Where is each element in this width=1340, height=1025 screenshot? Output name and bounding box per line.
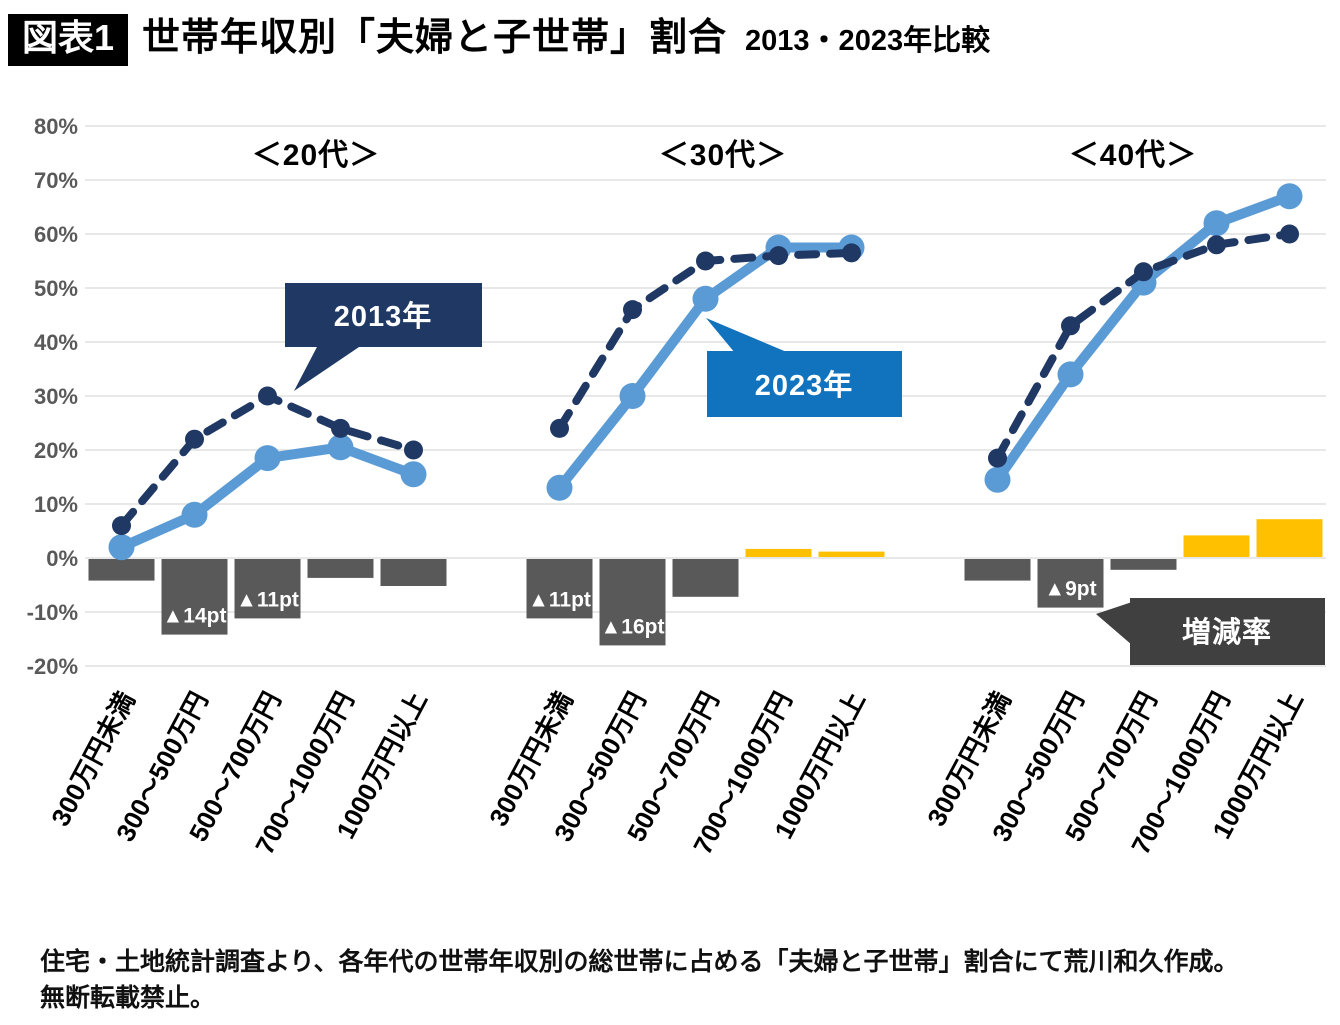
diff-bar-negative [380,559,447,586]
series-2013-line [117,392,418,530]
series-2023-point [546,474,573,501]
diff-legend-box [1130,598,1325,665]
diff-bar-positive [818,551,885,557]
diff-bar-positive [1256,519,1323,557]
series-2023-point [1203,210,1230,237]
diff-bar-negative [1110,559,1177,570]
callout-2013-label: 2013年 [334,299,433,333]
y-axis-tick-label: 0% [46,546,78,571]
figure-number-badge: 図表1 [8,14,129,66]
callout-2023-label: 2023年 [755,368,854,402]
series-2023-point [692,285,719,312]
y-axis-tick-label: -10% [27,600,78,625]
series-2013-line [555,248,856,433]
diff-legend-label: 増減率 [1182,615,1272,649]
y-axis-tick-label: 10% [34,492,78,517]
source-note-line2: 無断転載禁止。 [40,984,216,1013]
callout-2023-box [707,351,902,417]
series-2023-point [1276,183,1303,210]
diff-bar-label: ▲11pt [528,588,591,611]
y-axis-tick-label: -20% [27,654,78,679]
series-2023-point [181,501,208,528]
y-axis-tick-label: 30% [34,384,78,409]
diff-legend-pointer [1096,602,1132,645]
diff-bar-label: ▲9pt [1044,578,1096,601]
y-axis-tick-label: 70% [34,168,78,193]
diff-bar-negative [234,559,301,619]
series-2023-point [400,461,427,488]
diff-bar-label: ▲16pt [601,615,665,638]
y-axis-tick-label: 80% [34,114,78,139]
diff-bar-positive [745,548,812,557]
y-axis-tick-label: 40% [34,330,78,355]
group-title: ＜20代＞ [252,139,380,172]
diff-bar-label: ▲14pt [163,605,227,628]
diff-bar-negative [526,559,593,619]
diff-bar-negative [1037,559,1104,608]
series-2023-point [619,383,646,409]
diff-bar-positive [1183,535,1250,557]
group-title: ＜30代＞ [659,139,787,172]
series-2023-point [254,445,281,472]
callout-2013-box [285,283,482,347]
page-title: 世帯年収別「夫婦と子世帯」割合 [142,17,728,59]
source-note: 住宅・土地統計調査より、各年代の世帯年収別の総世帯に占める「夫婦と子世帯」割合に… [40,944,1320,1017]
series-2023-point [1057,361,1084,388]
series-2023-point [108,534,135,561]
diff-bar-negative [307,559,374,578]
series-2013-line [993,230,1294,463]
diff-bar-negative [161,559,228,635]
header: 図表1 世帯年収別「夫婦と子世帯」割合 2013・2023年比較 [8,6,990,66]
diff-bar-negative [88,559,155,581]
diff-bar-negative [599,559,666,646]
callout-2013-pointer [294,345,362,391]
group-title: ＜40代＞ [1069,139,1197,172]
y-axis-tick-label: 20% [34,438,78,463]
source-note-line1: 住宅・土地統計調査より、各年代の世帯年収別の総世帯に占める「夫婦と子世帯」割合に… [40,948,1239,976]
series-2023-point [984,466,1011,493]
page-subtitle: 2013・2023年比較 [745,25,991,57]
y-axis-tick-label: 60% [34,222,78,247]
diff-bar-label: ▲11pt [236,588,299,611]
diff-bar-negative [672,559,739,597]
diff-bar-negative [964,559,1031,581]
y-axis-tick-label: 50% [34,276,78,301]
callout-2023-pointer [706,318,789,353]
series-2023-point [327,434,354,461]
